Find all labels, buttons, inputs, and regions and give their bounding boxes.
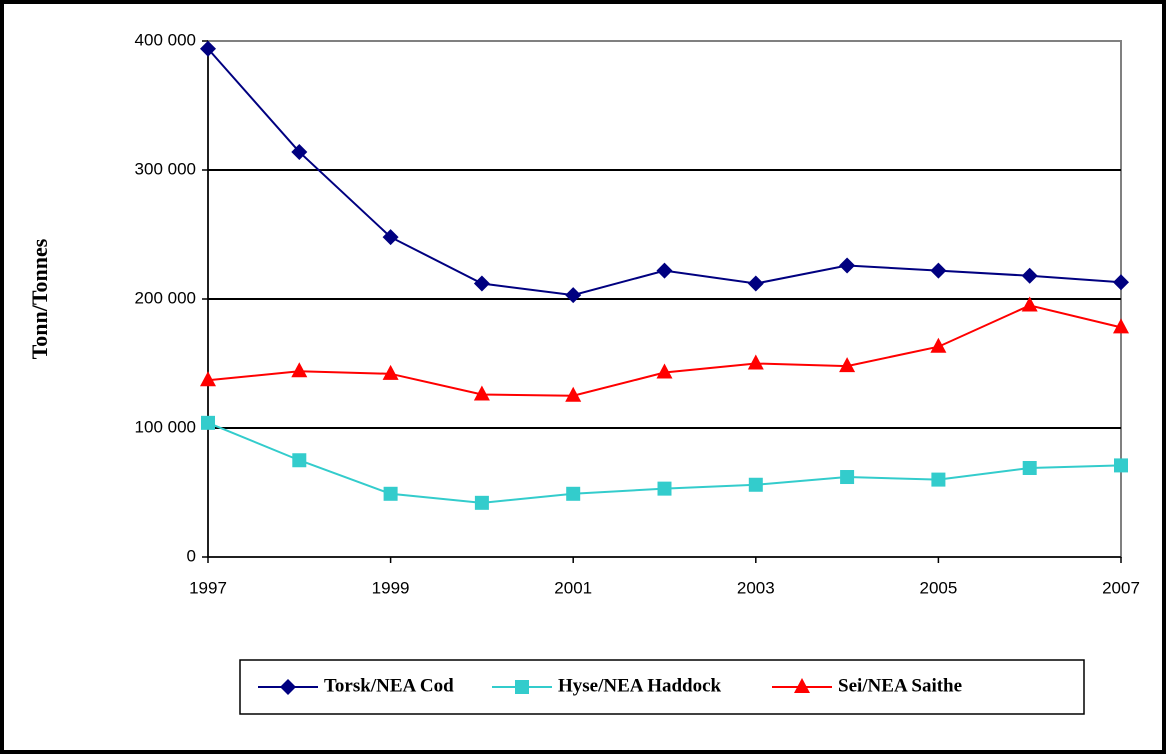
x-tick-label: 1999: [372, 578, 410, 597]
data-point: [565, 386, 582, 402]
legend-marker: [794, 678, 810, 693]
legend-marker: [515, 680, 529, 694]
data-point: [566, 486, 581, 501]
data-point: [473, 385, 490, 401]
data-point: [201, 415, 215, 430]
data-point: [382, 364, 399, 380]
data-point: [474, 495, 489, 510]
data-point: [382, 229, 399, 246]
data-point: [473, 275, 490, 292]
data-point: [291, 143, 308, 160]
data-point: [747, 354, 764, 370]
data-point: [1114, 458, 1128, 473]
x-tick-label: 2001: [554, 578, 592, 597]
y-axis-label: Tonn/Tonnes: [27, 238, 52, 359]
data-point: [656, 363, 673, 379]
y-tick-label: 200 000: [135, 288, 196, 307]
data-point: [200, 371, 216, 387]
data-point: [200, 40, 216, 57]
data-point: [839, 357, 856, 373]
y-tick-label: 0: [187, 546, 196, 565]
x-tick-label: 2007: [1102, 578, 1140, 597]
data-point: [383, 486, 398, 501]
data-point: [657, 481, 672, 496]
y-tick-label: 300 000: [135, 159, 196, 178]
y-tick-label: 100 000: [135, 417, 196, 436]
legend-label: Hyse/NEA Haddock: [558, 675, 722, 696]
data-point: [930, 262, 947, 279]
legend-label: Torsk/NEA Cod: [324, 675, 454, 696]
x-tick-label: 2003: [737, 578, 775, 597]
data-point: [931, 472, 946, 487]
data-point: [1021, 296, 1038, 312]
data-point: [1113, 274, 1129, 291]
data-point: [1021, 267, 1038, 284]
data-point: [748, 477, 763, 492]
data-point: [747, 275, 764, 292]
x-tick-label: 2005: [919, 578, 957, 597]
legend-marker: [280, 679, 296, 695]
data-point: [840, 470, 855, 485]
legend-label: Sei/NEA Saithe: [838, 675, 962, 696]
data-point: [1022, 460, 1037, 475]
data-point: [565, 287, 582, 304]
data-point: [292, 453, 307, 468]
data-point: [1113, 318, 1129, 334]
data-point: [839, 257, 856, 274]
y-tick-label: 400 000: [135, 30, 196, 49]
data-point: [930, 337, 947, 353]
data-point: [656, 262, 673, 279]
x-tick-label: 1997: [189, 578, 227, 597]
legend-box: [239, 659, 1085, 715]
data-point: [291, 362, 308, 378]
